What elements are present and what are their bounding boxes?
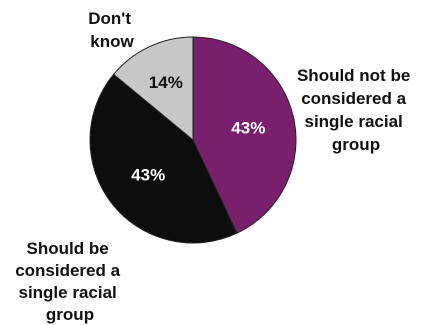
label-dont-know: Don't know	[88, 9, 135, 51]
slice-dont-know	[112, 36, 194, 142]
slice-should-be	[89, 73, 238, 244]
label-should-be: Should be considered a single racial gro…	[15, 239, 125, 324]
label-should-not-be: Should not be considered a single racial…	[297, 66, 415, 154]
value-label-dont-know: 14%	[149, 73, 183, 92]
slice-should-not-be	[192, 36, 297, 234]
slice-value-labels: 43% 43% 14%	[131, 73, 265, 185]
value-label-should-not-be: 43%	[231, 119, 265, 138]
pie-slices	[89, 36, 297, 244]
value-label-should-be: 43%	[131, 166, 165, 185]
